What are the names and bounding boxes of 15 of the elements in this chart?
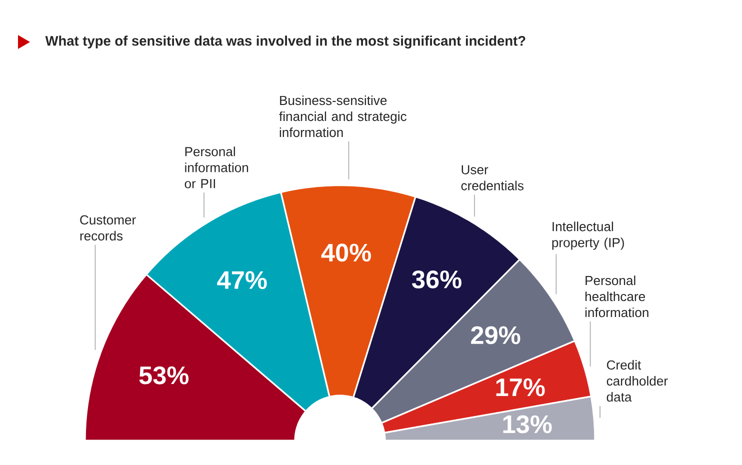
slice-label: Business-sensitive financial and strategic information	[279, 96, 406, 138]
data-label: 53%	[139, 366, 189, 385]
data-label: 13%	[503, 415, 552, 434]
slice-label: Credit cardholder data	[606, 360, 668, 402]
data-label: 36%	[412, 270, 462, 289]
slice-label: Customer records	[80, 215, 136, 241]
slice-label: Intellectual property (IP)	[552, 222, 624, 250]
data-label: 40%	[321, 244, 371, 262]
chart-title: What type of sensitive data was involved in the most significant incident?	[45, 36, 526, 49]
slice-label: Personal healthcare information	[585, 276, 648, 318]
data-label: 47%	[217, 271, 267, 290]
data-label: 17%	[496, 378, 545, 396]
slice-label: User credentials	[461, 165, 524, 191]
data-label: 29%	[471, 326, 520, 344]
slice-label: Personal information or PII	[184, 146, 248, 188]
